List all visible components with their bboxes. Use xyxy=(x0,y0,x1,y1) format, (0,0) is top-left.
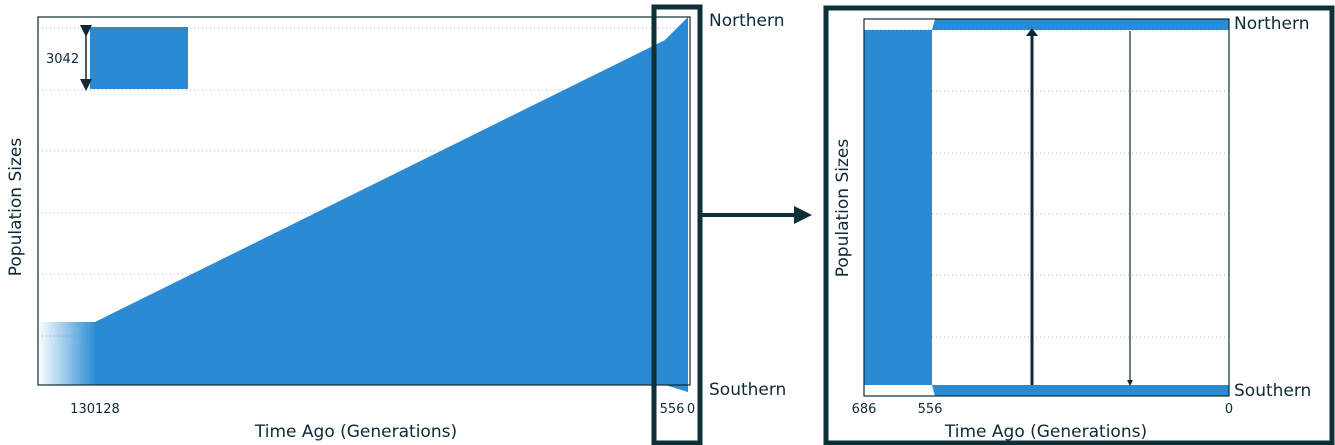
zoom-southern-population xyxy=(932,385,1229,396)
zoom-connector-arrow xyxy=(702,206,812,224)
series-label-northern: Northern xyxy=(1234,14,1309,34)
x-tick-label: 686 xyxy=(852,402,877,417)
ancestral-population-fade xyxy=(38,322,96,385)
zoom-ancestral-population xyxy=(864,30,932,385)
series-label-southern: Southern xyxy=(709,380,786,400)
overview-panel: 3042 130128 556 0 Time Ago (Generations)… xyxy=(6,11,786,442)
zoom-panel-border xyxy=(823,5,1335,445)
x-tick-label: 556 xyxy=(918,402,943,417)
x-tick-label: 0 xyxy=(687,402,695,417)
series-label-northern: Northern xyxy=(709,11,784,31)
x-tick-label: 130128 xyxy=(70,402,120,417)
expanding-population-area xyxy=(95,17,688,392)
y-axis-label: Population Sizes xyxy=(833,139,853,278)
x-tick-label: 0 xyxy=(1225,402,1233,417)
overview-axes-frame xyxy=(37,16,691,386)
x-tick-label: 556 xyxy=(660,402,685,417)
migration-arrow-thin-head xyxy=(1127,380,1133,386)
migration-arrow-thick-head xyxy=(1026,28,1038,36)
series-label-southern: Southern xyxy=(1234,381,1311,401)
x-axis-label: Time Ago (Generations) xyxy=(254,422,457,442)
x-axis-label: Time Ago (Generations) xyxy=(944,422,1147,442)
scale-bar-block xyxy=(90,27,188,89)
zoom-axes-frame xyxy=(863,18,1230,397)
y-axis-label: Population Sizes xyxy=(6,138,26,277)
zoom-panel: 686 556 0 Time Ago (Generations) Populat… xyxy=(823,5,1335,445)
zoom-highlight-box xyxy=(651,4,703,445)
zoom-northern-population xyxy=(932,19,1229,30)
scale-bar-label: 3042 xyxy=(46,52,79,67)
